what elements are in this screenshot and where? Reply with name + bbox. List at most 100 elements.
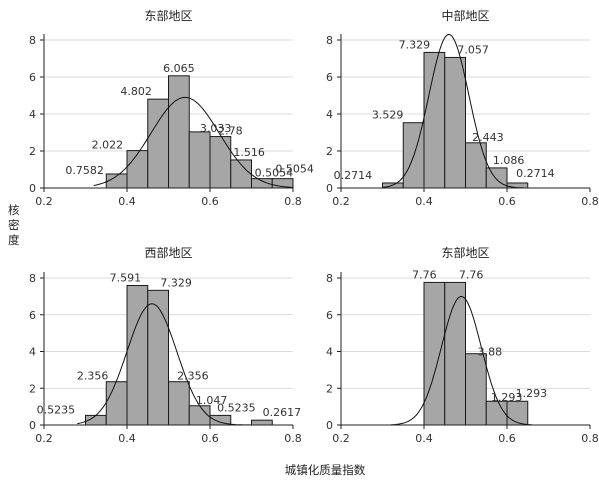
histogram-bar [188,131,211,189]
histogram-bar [168,381,190,426]
histogram-bar [188,405,211,426]
x-tick-label: 0.6 [498,432,516,445]
y-tick-label: 0 [326,419,333,432]
data-label: 6.065 [163,62,195,75]
data-label: 1.086 [493,154,525,167]
data-label: 1.293 [516,387,548,400]
data-label: 7.591 [110,272,142,285]
x-axis-title: 城镇化质量指数 [285,463,366,477]
data-label: 0.5054 [255,167,294,180]
y-tick-label: 8 [326,272,333,285]
histogram-bar [444,281,466,426]
density-curve [382,33,524,189]
data-label: 7.329 [160,276,192,289]
data-label: 1.516 [233,146,265,159]
histogram-bar [423,51,446,189]
y-axis-title-char-3: 度 [8,233,20,247]
histogram-bar [105,381,128,426]
y-tick-label: 6 [29,71,36,84]
x-tick-label: 0.4 [118,432,136,445]
histogram-bar [485,400,508,426]
x-tick-label: 0.2 [332,432,350,445]
panel-title: 中部地区 [441,8,489,23]
histogram-bar [506,400,529,426]
y-tick-label: 4 [29,108,36,121]
chart-panel-3: 西部地区 0 2 4 6 8 0.5235 2.356 7.591 7.329 2.356 1.047… [29,245,302,445]
chart-panel-2: 中部地区 0 2 4 6 8 0.2714 3.529 7.329 7.057 2.443 1.086… [326,8,599,208]
histogram-bar [251,419,273,426]
x-tick-label: 0.8 [581,195,599,208]
histogram-bar [209,136,232,189]
data-label: 0.5235 [217,401,256,414]
histogram-bar [147,289,169,426]
panel-title: 东部地区 [144,8,192,23]
data-label: 0.2617 [263,406,302,419]
x-tick-label: 0.8 [284,195,302,208]
data-label: 2.356 [77,370,109,383]
data-label: 3.529 [372,109,404,122]
x-tick-label: 0.6 [498,195,516,208]
histogram-bar [423,281,446,426]
x-tick-label: 0.6 [201,195,219,208]
data-label: 7.329 [399,38,431,51]
data-label: 0.5235 [37,403,76,416]
data-label: 3.88 [478,346,503,359]
x-tick-label: 0.4 [118,195,136,208]
y-tick-label: 6 [326,71,333,84]
y-axis-title-char-1: 核 [8,203,20,217]
data-label: 2.443 [472,131,504,144]
x-tick-label: 0.4 [415,432,433,445]
x-tick-label: 0.6 [201,432,219,445]
y-tick-label: 6 [326,309,333,322]
data-label: 7.76 [412,268,437,281]
data-label: 0.7582 [65,164,104,177]
data-label: 0.2714 [516,167,555,180]
x-tick-label: 0.4 [415,195,433,208]
x-tick-label: 0.2 [35,432,53,445]
panel-title: 西部地区 [144,245,192,260]
data-label: 0.2714 [334,169,373,182]
y-tick-label: 0 [326,182,333,195]
x-tick-label: 0.2 [35,195,53,208]
y-tick-label: 4 [326,108,333,121]
data-label: 4.802 [120,85,152,98]
panel-title: 东部地区 [441,245,489,260]
data-label: 7.057 [457,43,489,56]
y-tick-label: 4 [326,346,333,359]
y-tick-label: 2 [326,382,333,395]
density-curve [77,303,260,426]
y-tick-label: 2 [29,145,36,158]
x-tick-label: 0.8 [581,432,599,445]
histogram-bar [147,98,169,189]
density-curve [390,295,532,426]
data-label: 0.5054 [275,163,314,176]
histogram-bar [168,75,190,189]
y-tick-label: 8 [326,34,333,47]
histogram-bar [444,56,466,189]
histogram-bar [126,150,149,189]
x-tick-label: 0.2 [332,195,350,208]
histogram-bar [465,142,487,189]
data-label: 2.022 [92,139,124,152]
data-label: 7.76 [459,268,484,281]
histogram-bar [465,353,487,426]
y-axis-title-char-2: 密 [8,218,20,232]
data-label: 2.356 [177,370,209,383]
data-label: 1.293 [491,391,523,404]
y-tick-label: 6 [29,309,36,322]
y-tick-label: 8 [29,34,36,47]
data-label: 1.047 [196,394,228,407]
histogram-bar [126,285,149,426]
y-tick-label: 0 [29,419,36,432]
y-tick-label: 8 [29,272,36,285]
y-tick-label: 0 [29,182,36,195]
data-label: 3.033 [200,122,232,135]
density-curve [93,96,294,188]
y-tick-label: 2 [326,145,333,158]
y-tick-label: 2 [29,382,36,395]
data-label: 2.78 [218,125,243,138]
x-tick-label: 0.8 [284,432,302,445]
